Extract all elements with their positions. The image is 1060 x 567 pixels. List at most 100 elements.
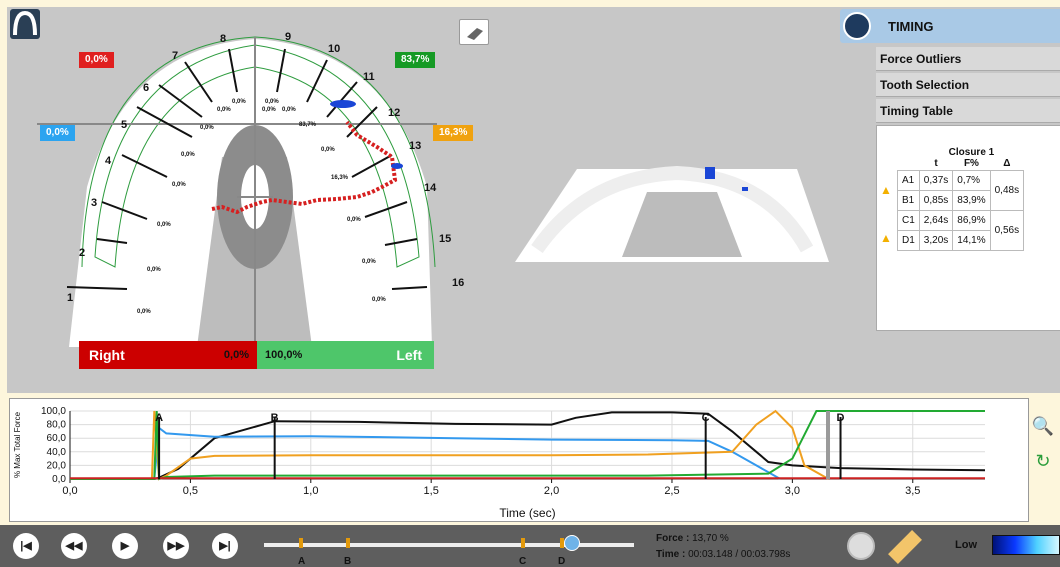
- panel-tooth-selection[interactable]: Tooth Selection: [876, 73, 1060, 97]
- force-graph[interactable]: 100,0 80,0 60,0 40,0 20,0 0,0 0,0 0,5 1,0 1,5 2,0 2…: [9, 398, 1029, 522]
- timing-table: Closure 1 t F% Δ A1 0,37s 0,7% 0,48s B1 0,85s 8…: [897, 146, 1025, 251]
- tooth-number[interactable]: 15: [439, 233, 452, 245]
- x-tick-label: 0,5: [183, 485, 198, 497]
- pct-left: 0,0%: [40, 125, 75, 141]
- arch-diagram: [37, 36, 437, 347]
- closure-title: Closure 1: [948, 146, 995, 158]
- tooth-value: 0,0%: [200, 125, 214, 131]
- timeline-slider[interactable]: [264, 543, 634, 547]
- tooth-value: 0,0%: [265, 99, 279, 105]
- marker-label-c: C: [702, 412, 710, 424]
- table-row[interactable]: A1 0,37s 0,7% 0,48s: [897, 169, 1025, 211]
- slider-label-c: C: [519, 556, 527, 567]
- arch-logo-icon[interactable]: [10, 9, 40, 39]
- y-tick-label: 20,0: [47, 460, 67, 471]
- panel-force-outliers[interactable]: Force Outliers: [876, 47, 1060, 71]
- tooth-number[interactable]: 7: [172, 50, 179, 62]
- tooth-number[interactable]: 1: [67, 292, 74, 304]
- right-value: 0,0%: [223, 349, 249, 361]
- tooth-value: 0,0%: [362, 259, 376, 265]
- tooth-number[interactable]: 10: [328, 43, 341, 55]
- y-tick-label: 40,0: [47, 447, 67, 458]
- slider-mark-b: [346, 538, 350, 548]
- left-value: 100,0%: [265, 349, 303, 361]
- slider-mark-a: [299, 538, 303, 548]
- tooth-value: 0,0%: [347, 217, 361, 223]
- tooth-number[interactable]: 6: [143, 82, 150, 94]
- tooth-number[interactable]: 13: [409, 140, 422, 152]
- tooth-value: 0,0%: [147, 267, 161, 273]
- tooth-value: 0,0%: [157, 222, 171, 228]
- marker-label-b: B: [271, 412, 279, 424]
- tooth-number[interactable]: 11: [363, 71, 375, 83]
- tooth-number[interactable]: 3: [91, 197, 98, 209]
- pct-top-left: 0,0%: [79, 52, 114, 68]
- rewind-icon[interactable]: ◀◀: [61, 533, 87, 559]
- series-line-2: [70, 409, 829, 481]
- playhead: [826, 411, 831, 479]
- marker-label-d: D: [837, 412, 845, 424]
- x-tick-label: 3,0: [785, 485, 800, 497]
- table-row[interactable]: B1 0,85s 83,9%: [897, 189, 1024, 211]
- skip-end-icon[interactable]: ▶|: [212, 533, 238, 559]
- ruler-icon[interactable]: [888, 530, 922, 564]
- y-tick-label: 60,0: [47, 433, 67, 444]
- pct-right: 16,3%: [433, 125, 474, 141]
- table-row[interactable]: C1 2,64s 86,9% 0,56s: [897, 209, 1025, 251]
- warning-icon: ▲: [880, 231, 892, 245]
- y-axis-label: % Max Total Force: [13, 411, 22, 478]
- tooth-value: 0,0%: [321, 147, 335, 153]
- x-tick-label: 1,0: [303, 485, 318, 497]
- color-scale: [992, 535, 1060, 555]
- tooth-value: 0,0%: [282, 107, 296, 113]
- tooth-value: 16,3%: [331, 175, 349, 181]
- tooth-number[interactable]: 16: [452, 277, 465, 289]
- zoom-icon[interactable]: 🔍: [1031, 416, 1055, 436]
- slider-knob[interactable]: [564, 535, 580, 551]
- arch-3d-view: [515, 165, 829, 262]
- x-tick-label: 2,0: [544, 485, 559, 497]
- gauge-icon[interactable]: [847, 532, 875, 560]
- fast-forward-icon[interactable]: ▶▶: [163, 533, 189, 559]
- right-label: Right: [89, 347, 125, 363]
- y-tick-label: 0,0: [52, 474, 66, 485]
- tooth-number[interactable]: 2: [79, 247, 86, 259]
- panel-timing-table[interactable]: Timing Table: [876, 99, 1060, 123]
- slider-label-a: A: [298, 556, 306, 567]
- warning-icon: ▲: [880, 183, 892, 197]
- series-line-0: [70, 411, 986, 480]
- y-tick-label: 100,0: [41, 406, 66, 417]
- tooth-value: 0,0%: [372, 297, 386, 303]
- slider-mark-d: [560, 538, 564, 548]
- tooth-number[interactable]: 9: [285, 31, 292, 43]
- left-label: Left: [396, 347, 422, 363]
- timing-header[interactable]: TIMING: [840, 9, 1060, 43]
- tooth-number[interactable]: 4: [105, 155, 112, 167]
- main-canvas: 0,0% 83,7% 0,0% 16,3% 1 2 3 4 5 6 7 8 9 …: [7, 7, 1060, 393]
- left-side-bar: 100,0% Left: [257, 341, 434, 369]
- pct-top-right: 83,7%: [395, 52, 436, 68]
- skip-start-icon[interactable]: |◀: [13, 533, 39, 559]
- tooth-value: 0,0%: [137, 309, 151, 315]
- force-chart: 100,0 80,0 60,0 40,0 20,0 0,00,0 0,5 1,0 1,5 2,0 2…: [13, 406, 986, 520]
- tooth-number[interactable]: 12: [388, 107, 401, 119]
- col-t: t: [934, 158, 938, 170]
- table-row[interactable]: D1 3,20s 14,1%: [897, 229, 1024, 251]
- view-toggle-icon[interactable]: [459, 19, 489, 45]
- clock-icon: [843, 12, 871, 40]
- play-icon[interactable]: ▶: [112, 533, 138, 559]
- col-delta: Δ: [1003, 158, 1011, 170]
- tooth-number[interactable]: 14: [424, 182, 437, 194]
- timing-table-panel: ▲ ▲ Closure 1 t F% Δ A1 0,37s 0,7% 0,48s B1 0,…: [876, 125, 1060, 331]
- playback-toolbar: |◀ ◀◀ ▶ ▶▶ ▶| A B C D Force : 13,70 % Ti…: [0, 525, 1060, 567]
- right-side-bar: Right 0,0%: [79, 341, 257, 369]
- tooth-number[interactable]: 8: [220, 33, 227, 45]
- refresh-icon[interactable]: ↻: [1035, 451, 1051, 471]
- x-tick-label: 1,5: [424, 485, 439, 497]
- slider-label-d: D: [558, 556, 566, 567]
- tooth-value: 0,0%: [262, 107, 276, 113]
- tooth-number[interactable]: 5: [121, 119, 128, 131]
- y-tick-label: 80,0: [47, 420, 67, 431]
- col-f: F%: [963, 158, 979, 170]
- time-readout: Time : 00:03.148 / 00:03.798s: [656, 549, 791, 560]
